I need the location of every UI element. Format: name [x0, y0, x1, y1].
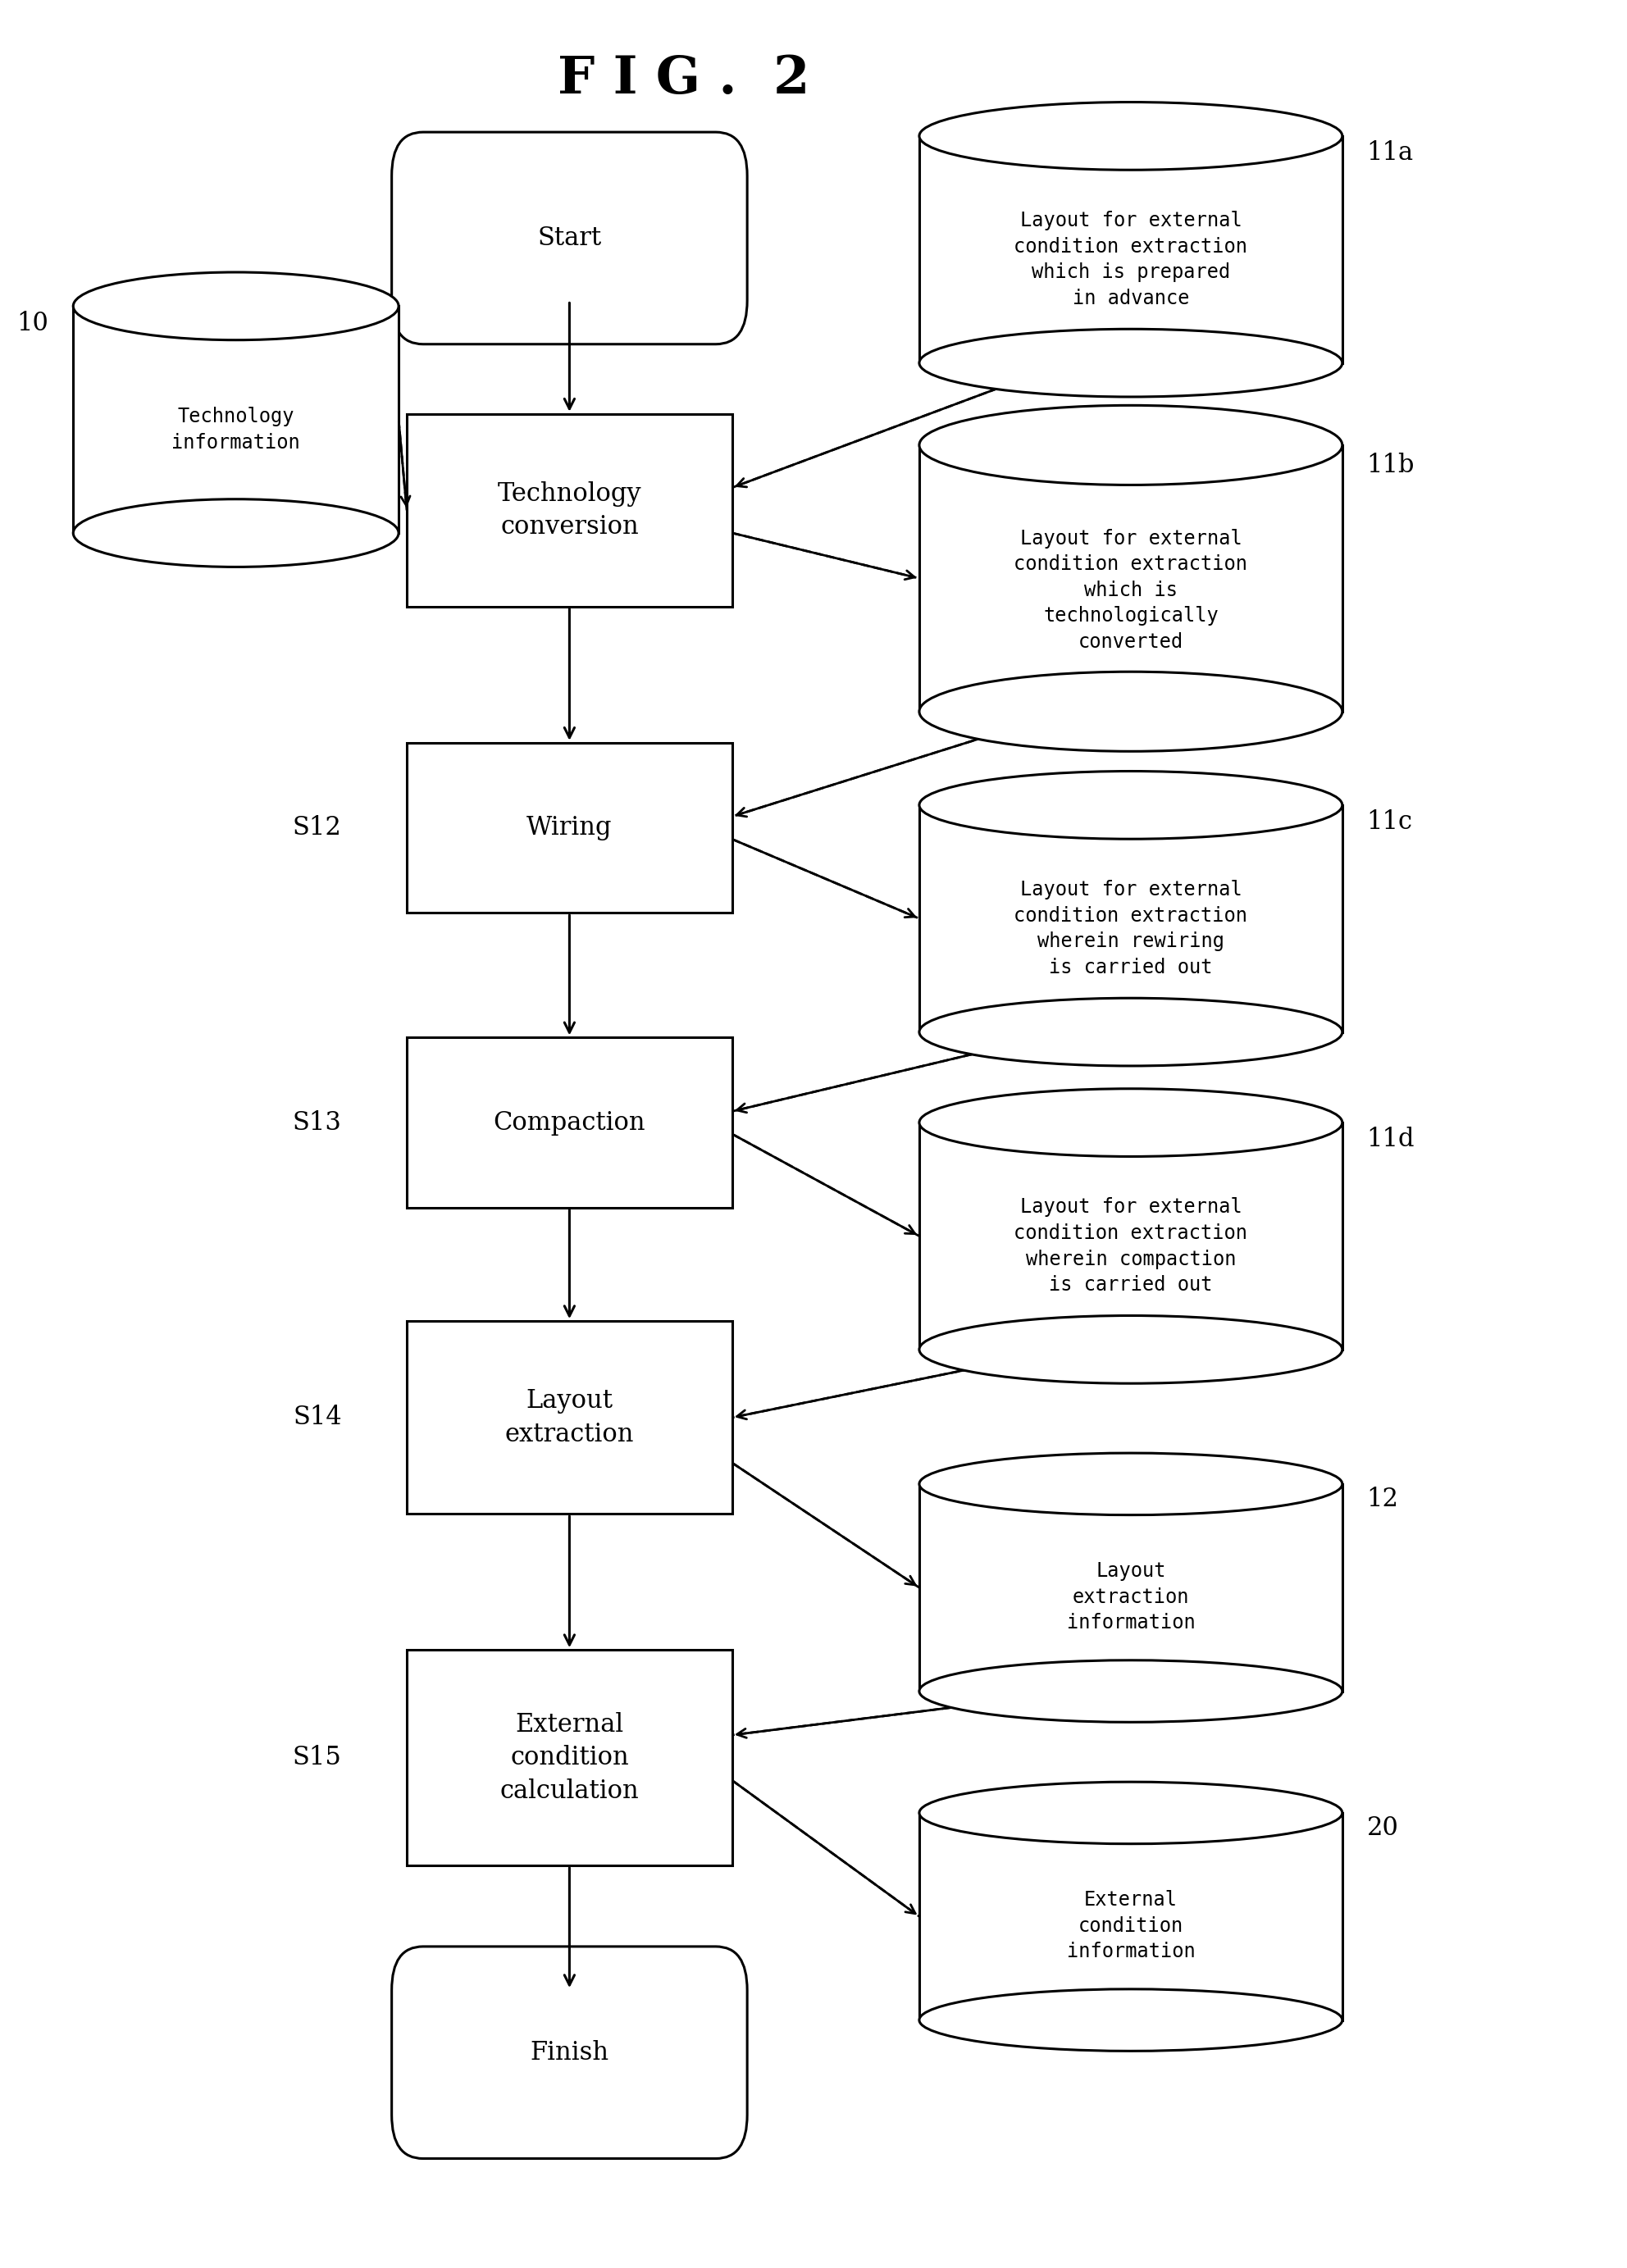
- Text: F I G .  2: F I G . 2: [558, 54, 809, 104]
- Ellipse shape: [919, 1660, 1342, 1721]
- Text: Compaction: Compaction: [493, 1109, 646, 1136]
- Ellipse shape: [919, 671, 1342, 751]
- Text: External
condition
information: External condition information: [1066, 1889, 1196, 1962]
- Bar: [407, 744, 732, 912]
- Text: Layout for external
condition extraction
wherein compaction
is carried out: Layout for external condition extraction…: [1014, 1198, 1248, 1295]
- Ellipse shape: [919, 1315, 1342, 1383]
- Text: S11: S11: [293, 497, 342, 524]
- Ellipse shape: [919, 102, 1342, 170]
- Ellipse shape: [919, 329, 1342, 397]
- FancyBboxPatch shape: [392, 132, 747, 345]
- Text: Wiring: Wiring: [527, 814, 612, 841]
- Text: Layout for external
condition extraction
wherein rewiring
is carried out: Layout for external condition extraction…: [1014, 880, 1248, 978]
- Text: Layout for external
condition extraction
which is
technologically
converted: Layout for external condition extraction…: [1014, 528, 1248, 651]
- Text: Start: Start: [537, 225, 602, 252]
- Text: Layout for external
condition extraction
which is prepared
in advance: Layout for external condition extraction…: [1014, 211, 1248, 308]
- Ellipse shape: [73, 499, 399, 567]
- Text: 11a: 11a: [1367, 141, 1414, 166]
- Bar: [919, 136, 1342, 363]
- Ellipse shape: [919, 1089, 1342, 1157]
- Ellipse shape: [919, 998, 1342, 1066]
- Ellipse shape: [919, 406, 1342, 485]
- Text: External
condition
calculation: External condition calculation: [499, 1712, 639, 1803]
- Ellipse shape: [919, 771, 1342, 839]
- Text: Technology
information: Technology information: [171, 406, 301, 454]
- Text: Layout
extraction
information: Layout extraction information: [1066, 1560, 1196, 1633]
- Text: S13: S13: [293, 1109, 342, 1136]
- Text: 11c: 11c: [1367, 810, 1412, 835]
- Ellipse shape: [919, 1089, 1342, 1157]
- Bar: [919, 445, 1342, 712]
- Text: 11d: 11d: [1367, 1127, 1414, 1152]
- Ellipse shape: [919, 1454, 1342, 1515]
- Ellipse shape: [73, 272, 399, 340]
- Ellipse shape: [919, 102, 1342, 170]
- Text: 10: 10: [16, 311, 49, 336]
- Text: 20: 20: [1367, 1817, 1399, 1842]
- Bar: [919, 1812, 1342, 2021]
- Text: S14: S14: [293, 1404, 342, 1431]
- Ellipse shape: [919, 1783, 1342, 1844]
- Bar: [407, 1039, 732, 1207]
- Text: 12: 12: [1367, 1488, 1399, 1513]
- Ellipse shape: [919, 1783, 1342, 1844]
- Bar: [407, 413, 732, 606]
- Ellipse shape: [919, 406, 1342, 485]
- Text: 11b: 11b: [1367, 451, 1414, 479]
- Ellipse shape: [73, 272, 399, 340]
- Text: Technology
conversion: Technology conversion: [498, 481, 641, 540]
- Bar: [73, 306, 399, 533]
- Bar: [919, 805, 1342, 1032]
- Ellipse shape: [919, 1454, 1342, 1515]
- Text: S15: S15: [293, 1744, 342, 1771]
- Ellipse shape: [919, 1989, 1342, 2050]
- Bar: [407, 1320, 732, 1515]
- Text: Finish: Finish: [530, 2039, 608, 2066]
- FancyBboxPatch shape: [392, 1946, 747, 2159]
- Text: Layout
extraction: Layout extraction: [504, 1388, 635, 1447]
- Bar: [407, 1651, 732, 1864]
- Bar: [919, 1483, 1342, 1692]
- Text: S12: S12: [293, 814, 342, 841]
- Ellipse shape: [919, 771, 1342, 839]
- Bar: [919, 1123, 1342, 1349]
